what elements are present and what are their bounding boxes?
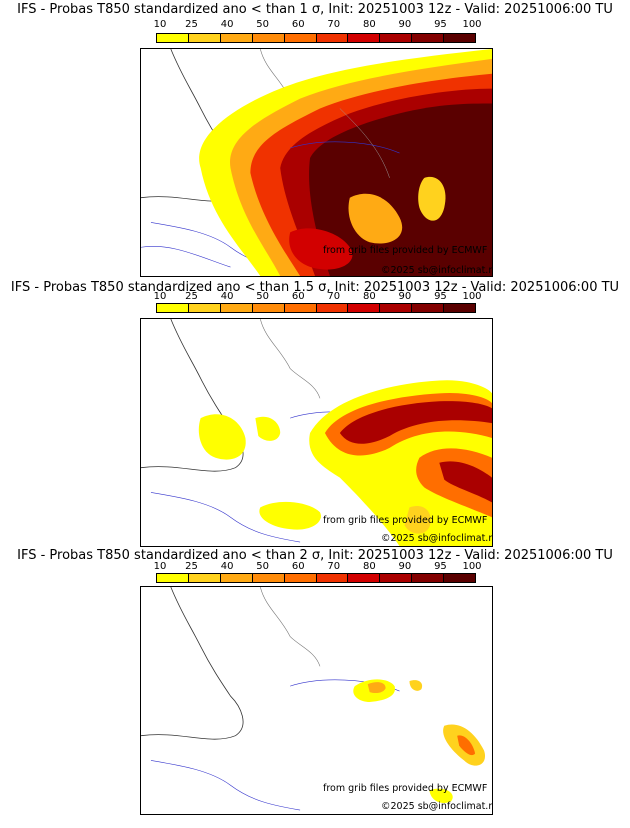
- color-scale-swatch: [379, 34, 412, 42]
- panel-2-sigma: IFS - Probas T850 standardized ano < tha…: [0, 540, 630, 816]
- color-scale-swatch: [157, 574, 188, 582]
- color-scale-tick-label: 10: [153, 19, 167, 30]
- color-scale-swatch: [443, 574, 476, 582]
- credit-copyright: ©2025 sb@infoclimat.net: [381, 265, 493, 276]
- color-scale-tick-label: 100: [462, 561, 482, 572]
- panel-title: IFS - Probas T850 standardized ano < tha…: [17, 548, 613, 563]
- color-scale-swatch: [219, 574, 252, 582]
- color-scale-tick-label: 25: [185, 561, 198, 572]
- credit-source: from grib files provided by ECMWF: [323, 783, 488, 794]
- color-scale-bar: [156, 573, 476, 583]
- panel-title: IFS - Probas T850 standardized ano < tha…: [17, 2, 613, 17]
- color-scale-tick-label: 60: [291, 561, 305, 572]
- probability-map: from grib files provided by ECMWF ©2025 …: [140, 318, 493, 547]
- color-scale-swatch: [347, 34, 380, 42]
- credit-source: from grib files provided by ECMWF: [323, 245, 488, 256]
- color-scale-swatch: [283, 304, 316, 312]
- color-scale-tick-label: 95: [434, 291, 447, 302]
- color-scale-swatch: [315, 304, 348, 312]
- color-scale-swatch: [283, 34, 316, 42]
- color-scale-tick-label: 50: [256, 291, 270, 302]
- color-scale-tick-label: 80: [362, 561, 376, 572]
- color-scale-swatch: [443, 34, 476, 42]
- color-scale-tick-label: 40: [220, 291, 234, 302]
- color-scale-tick-label: 40: [220, 19, 234, 30]
- color-scale-tick-label: 70: [327, 19, 341, 30]
- panel-1-5-sigma: IFS - Probas T850 standardized ano < tha…: [0, 270, 630, 547]
- color-scale-tick-label: 50: [256, 561, 270, 572]
- color-scale-tick-label: 10: [153, 561, 167, 572]
- panel-title: IFS - Probas T850 standardized ano < tha…: [10, 280, 620, 295]
- color-scale-tick-label: 90: [398, 19, 412, 30]
- color-scale-swatch: [411, 34, 444, 42]
- color-scale-swatch: [315, 34, 348, 42]
- color-scale-tick-label: 80: [362, 19, 376, 30]
- color-scale-tick-label: 40: [220, 561, 234, 572]
- color-scale-swatch: [411, 304, 444, 312]
- color-scale-tick-label: 70: [327, 561, 341, 572]
- color-scale-swatch: [187, 304, 220, 312]
- color-scale-tick-label: 50: [256, 19, 270, 30]
- color-scale-bar: [156, 33, 476, 43]
- color-scale-tick-label: 100: [462, 291, 482, 302]
- color-scale-swatch: [157, 34, 188, 42]
- color-scale-swatch: [187, 34, 220, 42]
- color-scale-tick-label: 80: [362, 291, 376, 302]
- color-scale-swatch: [315, 574, 348, 582]
- color-scale-tick-label: 25: [185, 291, 198, 302]
- color-scale-swatch: [251, 34, 284, 42]
- color-scale-swatch: [251, 574, 284, 582]
- color-scale-tick-label: 60: [291, 291, 305, 302]
- color-scale-bar: [156, 303, 476, 313]
- color-scale-swatch: [157, 304, 188, 312]
- credit-source: from grib files provided by ECMWF: [323, 515, 488, 526]
- color-scale-tick-label: 90: [398, 561, 412, 572]
- probability-map: from grib files provided by ECMWF ©2025 …: [140, 586, 493, 815]
- color-scale-swatch: [411, 574, 444, 582]
- credit-copyright: ©2025 sb@infoclimat.net: [381, 801, 493, 812]
- probability-map: from grib files provided by ECMWF ©2025 …: [140, 48, 493, 277]
- credit-copyright: ©2025 sb@infoclimat.net: [381, 533, 493, 544]
- color-scale-swatch: [251, 304, 284, 312]
- color-scale-tick-label: 95: [434, 561, 447, 572]
- color-scale-swatch: [283, 574, 316, 582]
- color-scale-swatch: [219, 304, 252, 312]
- color-scale-labels: 10 25 40 50 60 70 80 90 95 100: [153, 19, 482, 31]
- color-scale-swatch: [443, 304, 476, 312]
- panel-1-sigma: IFS - Probas T850 standardized ano < tha…: [0, 0, 630, 277]
- color-scale-tick-label: 10: [153, 291, 167, 302]
- color-scale-labels: 10 25 40 50 60 70 80 90 95 100: [153, 291, 482, 303]
- color-scale-swatch: [219, 34, 252, 42]
- color-scale-swatch: [379, 574, 412, 582]
- color-scale-swatch: [379, 304, 412, 312]
- color-scale-tick-label: 90: [398, 291, 412, 302]
- color-scale-tick-label: 60: [291, 19, 305, 30]
- color-scale-tick-label: 25: [185, 19, 198, 30]
- color-scale-labels: 10 25 40 50 60 70 80 90 95 100: [153, 561, 482, 573]
- color-scale-tick-label: 95: [434, 19, 447, 30]
- color-scale-swatch: [187, 574, 220, 582]
- color-scale-tick-label: 70: [327, 291, 341, 302]
- color-scale-swatch: [347, 574, 380, 582]
- color-scale-tick-label: 100: [462, 19, 482, 30]
- color-scale-swatch: [347, 304, 380, 312]
